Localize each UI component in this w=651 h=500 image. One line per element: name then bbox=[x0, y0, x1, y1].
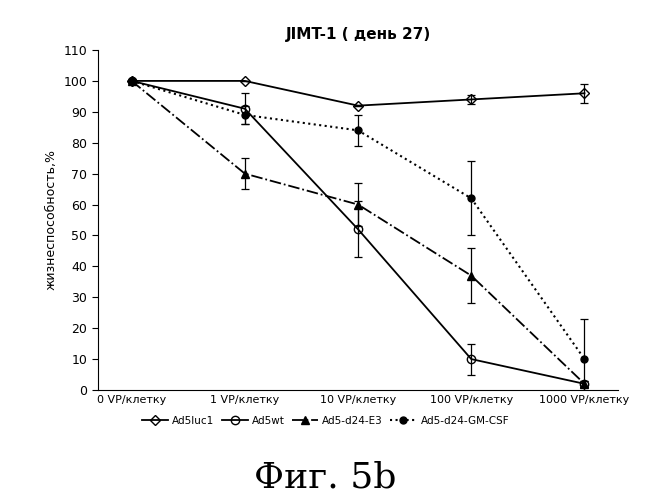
Legend: Ad5luc1, Ad5wt, Ad5-d24-E3, Ad5-d24-GM-CSF: Ad5luc1, Ad5wt, Ad5-d24-E3, Ad5-d24-GM-C… bbox=[138, 412, 513, 430]
Text: Фиг. 5b: Фиг. 5b bbox=[255, 461, 396, 495]
Y-axis label: жизнеспособность,%: жизнеспособность,% bbox=[45, 150, 58, 290]
Title: JIMT-1 ( день 27): JIMT-1 ( день 27) bbox=[285, 27, 431, 42]
